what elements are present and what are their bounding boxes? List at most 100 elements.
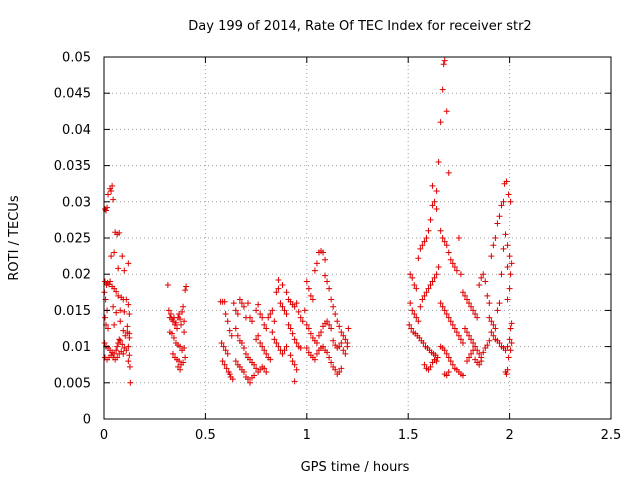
- data-point: [257, 311, 264, 318]
- data-point: [433, 187, 440, 194]
- data-point: [409, 274, 416, 281]
- data-point: [496, 213, 503, 220]
- data-point: [240, 345, 247, 352]
- data-point: [181, 345, 188, 352]
- data-point: [490, 242, 497, 249]
- data-point: [267, 311, 274, 318]
- data-point: [507, 347, 514, 354]
- data-point: [176, 358, 183, 365]
- data-point: [240, 303, 247, 310]
- data-point: [125, 301, 132, 308]
- data-point: [116, 229, 123, 236]
- data-point: [474, 314, 481, 321]
- data-point: [116, 336, 123, 343]
- data-point: [273, 339, 280, 346]
- data-point: [508, 339, 515, 346]
- data-point: [174, 325, 181, 332]
- data-point: [182, 354, 189, 361]
- data-point: [476, 282, 483, 289]
- data-point: [291, 303, 298, 310]
- data-point: [259, 343, 266, 350]
- data-point: [172, 319, 179, 326]
- data-points: [101, 57, 515, 386]
- data-point: [486, 337, 493, 344]
- data-point: [484, 342, 491, 349]
- data-point: [447, 358, 454, 365]
- data-point: [478, 358, 485, 365]
- data-point: [459, 339, 466, 346]
- data-point: [423, 289, 430, 296]
- data-point: [406, 321, 413, 328]
- data-point: [183, 283, 190, 290]
- data-point: [255, 301, 262, 308]
- data-point: [279, 303, 286, 310]
- data-point: [457, 336, 464, 343]
- data-point: [440, 61, 447, 68]
- data-point: [330, 303, 337, 310]
- data-point: [502, 347, 509, 354]
- data-point: [322, 256, 329, 263]
- data-point: [345, 325, 352, 332]
- data-point: [261, 365, 268, 372]
- data-point: [439, 235, 446, 241]
- data-point: [441, 57, 448, 64]
- data-point: [413, 314, 420, 321]
- data-point: [338, 365, 345, 372]
- data-point: [480, 349, 487, 356]
- data-point: [317, 329, 324, 336]
- data-point: [313, 260, 320, 267]
- data-point: [124, 329, 131, 336]
- data-point: [419, 242, 426, 249]
- data-point: [326, 321, 333, 328]
- data-point: [113, 347, 120, 354]
- data-point: [249, 318, 256, 325]
- data-point: [506, 253, 513, 260]
- data-point: [338, 339, 345, 346]
- data-point: [480, 271, 487, 278]
- data-point: [320, 343, 327, 350]
- data-point: [234, 332, 241, 339]
- data-point: [125, 343, 132, 350]
- data-point: [277, 300, 284, 307]
- data-point: [443, 242, 450, 249]
- y-tick-label: 0.01: [62, 340, 91, 355]
- data-point: [111, 350, 118, 357]
- data-point: [220, 343, 227, 350]
- data-point: [505, 191, 512, 198]
- data-point: [167, 311, 174, 318]
- data-point: [461, 292, 468, 299]
- data-point: [275, 276, 282, 283]
- data-point: [407, 271, 414, 278]
- data-point: [330, 337, 337, 344]
- y-tick-label: 0.045: [54, 87, 91, 102]
- data-point: [251, 372, 258, 379]
- data-point: [313, 339, 320, 346]
- data-point: [421, 361, 428, 368]
- data-point: [502, 231, 509, 238]
- data-point: [421, 238, 428, 245]
- data-point: [476, 350, 483, 357]
- data-point: [119, 253, 126, 260]
- data-point: [223, 365, 230, 372]
- data-point: [232, 358, 239, 365]
- chart-title: Day 199 of 2014, Rate Of TEC Index for r…: [188, 19, 531, 34]
- data-point: [500, 198, 507, 205]
- data-point: [244, 300, 251, 307]
- data-point: [291, 378, 298, 385]
- x-tick-label: 1.5: [398, 428, 419, 443]
- data-point: [117, 318, 124, 325]
- data-point: [427, 216, 434, 223]
- data-point: [113, 309, 120, 316]
- data-point: [344, 343, 351, 350]
- data-point: [107, 278, 114, 285]
- data-point: [445, 249, 452, 256]
- data-point: [421, 292, 428, 299]
- data-point: [445, 314, 452, 321]
- data-point: [261, 347, 268, 354]
- grid-lines: [104, 57, 611, 419]
- data-point: [289, 330, 296, 337]
- data-point: [281, 347, 288, 354]
- data-point: [297, 314, 304, 321]
- data-point: [125, 260, 132, 267]
- data-point: [253, 307, 260, 314]
